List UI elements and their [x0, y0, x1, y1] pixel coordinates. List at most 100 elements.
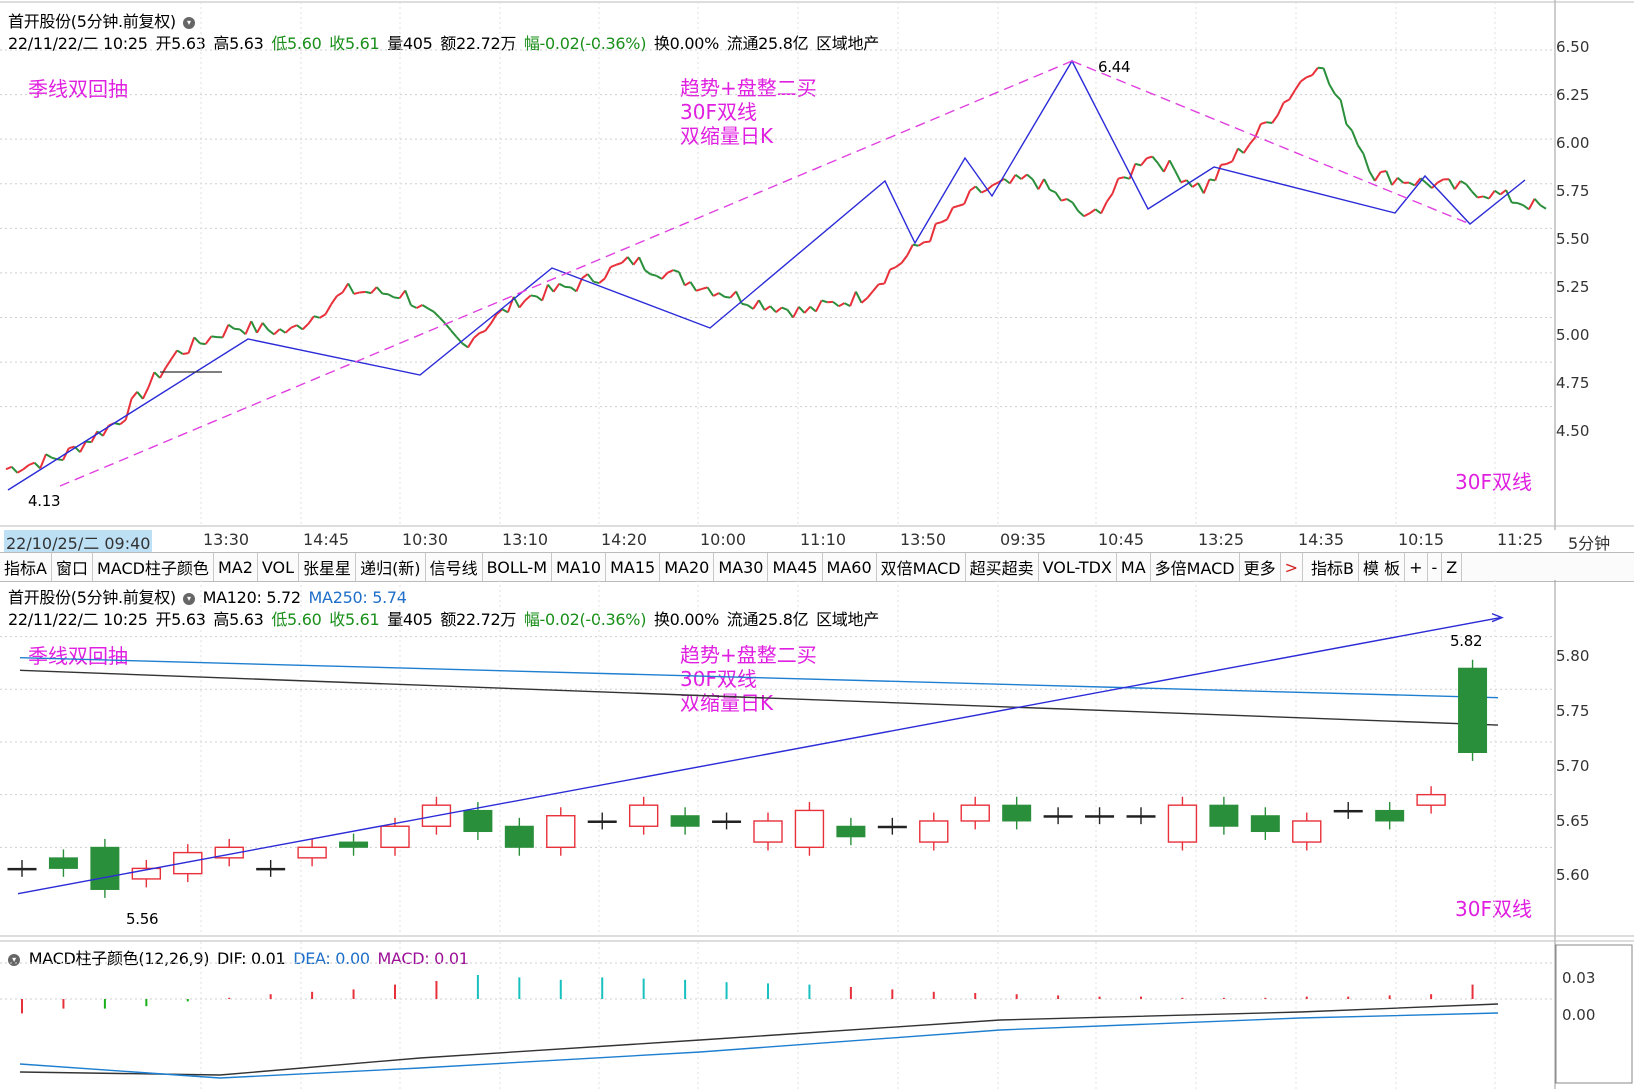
- price-segment: [718, 292, 726, 298]
- price-segment: [695, 287, 703, 292]
- price-segment: [1288, 89, 1296, 100]
- price-segment: [153, 371, 161, 379]
- toolbar-item[interactable]: VOL-TDX: [1039, 553, 1117, 581]
- price-segment: [176, 349, 184, 355]
- top-chart-title[interactable]: 首开股份(5分钟.前复权) ▾: [8, 8, 198, 32]
- toolbar-item[interactable]: MA15: [606, 553, 661, 581]
- price-segment: [1437, 178, 1444, 184]
- price-segment: [1054, 191, 1063, 202]
- toolbar-item[interactable]: Z: [1442, 553, 1463, 581]
- dif-value: DIF: 0.01: [217, 949, 286, 968]
- candlestick-chart[interactable]: [0, 580, 1634, 940]
- price-segment: [1123, 176, 1130, 180]
- price-segment: [958, 203, 965, 207]
- toolbar-item[interactable]: 递归(新): [356, 553, 426, 581]
- toolbar-item[interactable]: 更多: [1240, 553, 1281, 581]
- price-segment: [1237, 147, 1245, 154]
- price-segment: [860, 297, 868, 304]
- price-segment: [644, 269, 652, 276]
- price-segment: [313, 315, 320, 319]
- price-segment: [467, 337, 475, 348]
- mid-note-1: 趋势+盘整二买: [680, 643, 817, 667]
- toolbar-item[interactable]: MA30: [714, 553, 769, 581]
- ma250-line: [19, 656, 1499, 699]
- time-tick: 14:35: [1298, 530, 1345, 549]
- price-segment: [1026, 173, 1034, 181]
- top-bar-info: 22/11/22/二 10:25 开5.63 高5.63 低5.60 收5.61…: [8, 34, 879, 53]
- toolbar-item[interactable]: 模 板: [1359, 553, 1406, 581]
- price-segment: [1351, 130, 1359, 146]
- macd-chart[interactable]: [0, 940, 1634, 1089]
- mid-bar-info: 22/11/22/二 10:25 开5.63 高5.63 低5.60 收5.61…: [8, 610, 879, 629]
- toolbar-item[interactable]: 信号线: [426, 553, 483, 581]
- price-segment: [1180, 179, 1188, 184]
- price-segment: [484, 323, 492, 332]
- price-segment: [96, 430, 104, 437]
- dea-line: [19, 1012, 1499, 1079]
- toolbar-item[interactable]: MA20: [660, 553, 715, 581]
- price-segment: [1306, 74, 1313, 79]
- price-segment: [250, 320, 258, 334]
- price-segment: [1425, 182, 1433, 189]
- toolbar-item[interactable]: VOL: [258, 553, 300, 581]
- price-segment: [319, 313, 326, 319]
- price-segment: [1111, 178, 1120, 194]
- price-segment: [433, 311, 441, 319]
- price-segment: [1448, 178, 1456, 190]
- time-tick: 14:20: [601, 530, 648, 549]
- toolbar-item[interactable]: MA: [1117, 553, 1151, 581]
- candle-body: [712, 820, 742, 823]
- price-segment: [929, 223, 937, 242]
- candle-body: [7, 867, 37, 871]
- price-segment: [1482, 195, 1490, 200]
- candle-body: [1458, 667, 1488, 753]
- toolbar-item[interactable]: 双倍MACD: [877, 553, 966, 581]
- toolbar-item[interactable]: MACD柱子颜色: [93, 553, 214, 581]
- price-segment: [10, 466, 19, 474]
- toolbar-item[interactable]: 张星星: [299, 553, 357, 581]
- price-segment: [284, 326, 292, 334]
- toolbar-item[interactable]: 超买超卖: [966, 553, 1039, 581]
- toolbar-item[interactable]: 指标B: [1307, 553, 1360, 581]
- toolbar-item[interactable]: BOLL-M: [483, 553, 552, 581]
- candle-body: [960, 804, 990, 822]
- price-segment: [986, 184, 994, 191]
- toolbar-item[interactable]: MA2: [214, 553, 258, 581]
- price-segment: [655, 274, 663, 280]
- candle-body: [131, 867, 162, 880]
- toolbar-item[interactable]: 指标A: [0, 553, 52, 581]
- ma120-value: MA120: 5.72: [202, 588, 301, 607]
- toolbar-item[interactable]: MA10: [552, 553, 607, 581]
- price-segment: [1146, 155, 1153, 160]
- toolbar-item[interactable]: -: [1428, 553, 1443, 581]
- toolbar-item[interactable]: +: [1405, 553, 1428, 581]
- price-segment: [1135, 162, 1142, 167]
- price-segment: [1089, 208, 1096, 215]
- price-segment: [347, 282, 355, 295]
- price-segment: [341, 282, 350, 294]
- toolbar-item[interactable]: >: [1281, 553, 1304, 581]
- macd-y-tick-003: 0.03: [1562, 969, 1596, 987]
- toolbar-item[interactable]: 多倍MACD: [1151, 553, 1240, 581]
- price-segment: [603, 266, 612, 279]
- price-segment: [518, 299, 526, 309]
- toolbar-item[interactable]: 窗口: [52, 553, 93, 581]
- price-chart[interactable]: [0, 0, 1634, 530]
- low-price-label: 4.13: [28, 492, 61, 510]
- price-segment: [353, 291, 360, 295]
- price-segment: [570, 286, 577, 293]
- price-segment: [1174, 170, 1182, 183]
- chevron-down-icon[interactable]: ▾: [182, 592, 195, 605]
- period-label[interactable]: 5分钟: [1568, 534, 1611, 553]
- toolbar-item[interactable]: MA45: [768, 553, 823, 581]
- price-segment: [615, 261, 623, 266]
- price-segment: [398, 289, 407, 299]
- price-segment: [416, 304, 423, 309]
- price-segment: [764, 305, 771, 311]
- chevron-down-icon[interactable]: ▾: [182, 16, 195, 29]
- price-segment: [1037, 178, 1045, 190]
- price-segment: [900, 254, 908, 264]
- toolbar-item[interactable]: MA60: [823, 553, 877, 581]
- mid-y-tick-570: 5.70: [1556, 757, 1590, 775]
- price-segment: [261, 322, 270, 331]
